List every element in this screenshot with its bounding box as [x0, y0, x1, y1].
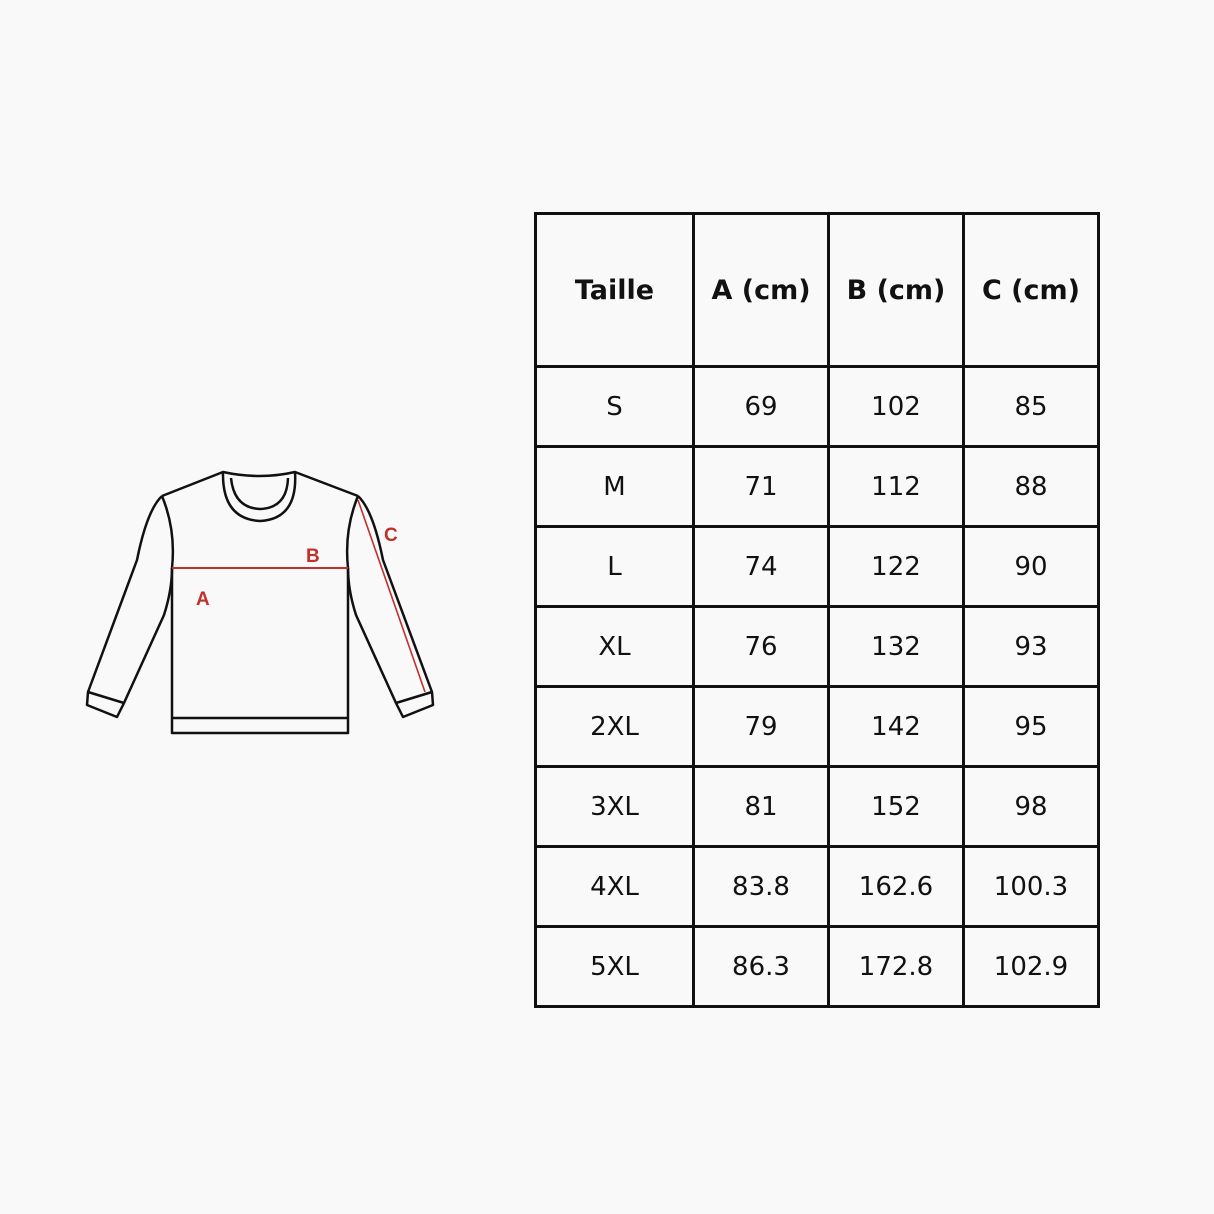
header-b: B (cm): [827, 212, 965, 368]
sweater-outline: [85, 470, 435, 735]
c-cell: 95: [962, 685, 1100, 768]
size-cell: L: [534, 525, 695, 608]
a-cell: 76: [692, 605, 830, 688]
size-cell: 4XL: [534, 845, 695, 928]
size-cell: XL: [534, 605, 695, 688]
table-row: 3XL 81 152 98: [534, 765, 1100, 848]
label-a: A: [196, 589, 210, 610]
table-row: 5XL 86.3 172.8 102.9: [534, 925, 1100, 1008]
a-cell: 69: [692, 365, 830, 448]
table-row: XL 76 132 93: [534, 605, 1100, 688]
table-row: M 71 112 88: [534, 445, 1100, 528]
a-cell: 81: [692, 765, 830, 848]
a-cell: 79: [692, 685, 830, 768]
size-cell: 3XL: [534, 765, 695, 848]
c-cell: 102.9: [962, 925, 1100, 1008]
size-cell: 2XL: [534, 685, 695, 768]
b-cell: 122: [827, 525, 965, 608]
table-row: S 69 102 85: [534, 365, 1100, 448]
c-cell: 98: [962, 765, 1100, 848]
table-row: 4XL 83.8 162.6 100.3: [534, 845, 1100, 928]
header-a: A (cm): [692, 212, 830, 368]
a-cell: 74: [692, 525, 830, 608]
b-cell: 102: [827, 365, 965, 448]
a-cell: 71: [692, 445, 830, 528]
label-b: B: [306, 546, 320, 567]
header-size: Taille: [534, 212, 695, 368]
c-cell: 90: [962, 525, 1100, 608]
sweater-diagram: A B C: [85, 470, 435, 735]
table-header-row: Taille A (cm) B (cm) C (cm): [534, 212, 1100, 368]
a-cell: 86.3: [692, 925, 830, 1008]
c-cell: 85: [962, 365, 1100, 448]
table-row: L 74 122 90: [534, 525, 1100, 608]
size-table: Taille A (cm) B (cm) C (cm) S 69 102 85 M 71 1…: [534, 212, 1100, 1008]
c-cell: 93: [962, 605, 1100, 688]
b-cell: 162.6: [827, 845, 965, 928]
b-cell: 112: [827, 445, 965, 528]
label-c: C: [384, 525, 398, 546]
measure-line-c: [357, 499, 426, 693]
b-cell: 152: [827, 765, 965, 848]
size-cell: S: [534, 365, 695, 448]
a-cell: 83.8: [692, 845, 830, 928]
b-cell: 172.8: [827, 925, 965, 1008]
header-c: C (cm): [962, 212, 1100, 368]
size-cell: 5XL: [534, 925, 695, 1008]
table-row: 2XL 79 142 95: [534, 685, 1100, 768]
b-cell: 132: [827, 605, 965, 688]
b-cell: 142: [827, 685, 965, 768]
c-cell: 100.3: [962, 845, 1100, 928]
c-cell: 88: [962, 445, 1100, 528]
size-cell: M: [534, 445, 695, 528]
